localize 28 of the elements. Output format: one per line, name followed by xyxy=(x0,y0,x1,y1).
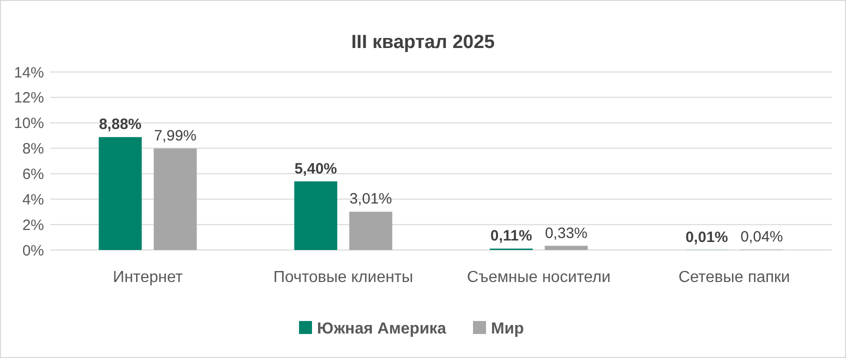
data-label: 0,01% xyxy=(685,228,728,246)
legend-label: Мир xyxy=(491,320,524,338)
x-tick-label: Съемные носители xyxy=(466,269,611,286)
data-label: 0,33% xyxy=(544,224,588,242)
y-tick-label: 0% xyxy=(22,242,44,260)
bar xyxy=(544,246,588,250)
legend-label: Южная Америка xyxy=(317,320,446,338)
x-tick-label: Сетевые папки xyxy=(678,269,790,286)
y-tick-label: 2% xyxy=(22,216,44,234)
bar xyxy=(349,212,392,250)
x-tick-label: Почтовые клиенты xyxy=(273,269,414,286)
data-label: 3,01% xyxy=(349,190,392,208)
y-tick-label: 12% xyxy=(14,90,44,107)
bar xyxy=(98,137,142,250)
data-label: 5,40% xyxy=(294,160,338,178)
y-tick-label: 4% xyxy=(22,191,44,208)
x-tick-label: Интернет xyxy=(112,269,184,286)
bar xyxy=(294,181,338,250)
bar xyxy=(154,148,197,250)
data-label: 0,11% xyxy=(490,228,532,245)
data-label: 0,04% xyxy=(740,228,784,246)
y-tick-label: 6% xyxy=(22,166,44,183)
y-tick-label: 8% xyxy=(22,140,44,158)
data-label: 8,88% xyxy=(98,116,142,134)
y-tick-label: 14% xyxy=(14,64,44,82)
y-tick-label: 10% xyxy=(14,115,44,132)
chart-title: III квартал 2025 xyxy=(351,32,496,53)
data-label: 7,99% xyxy=(154,127,197,144)
